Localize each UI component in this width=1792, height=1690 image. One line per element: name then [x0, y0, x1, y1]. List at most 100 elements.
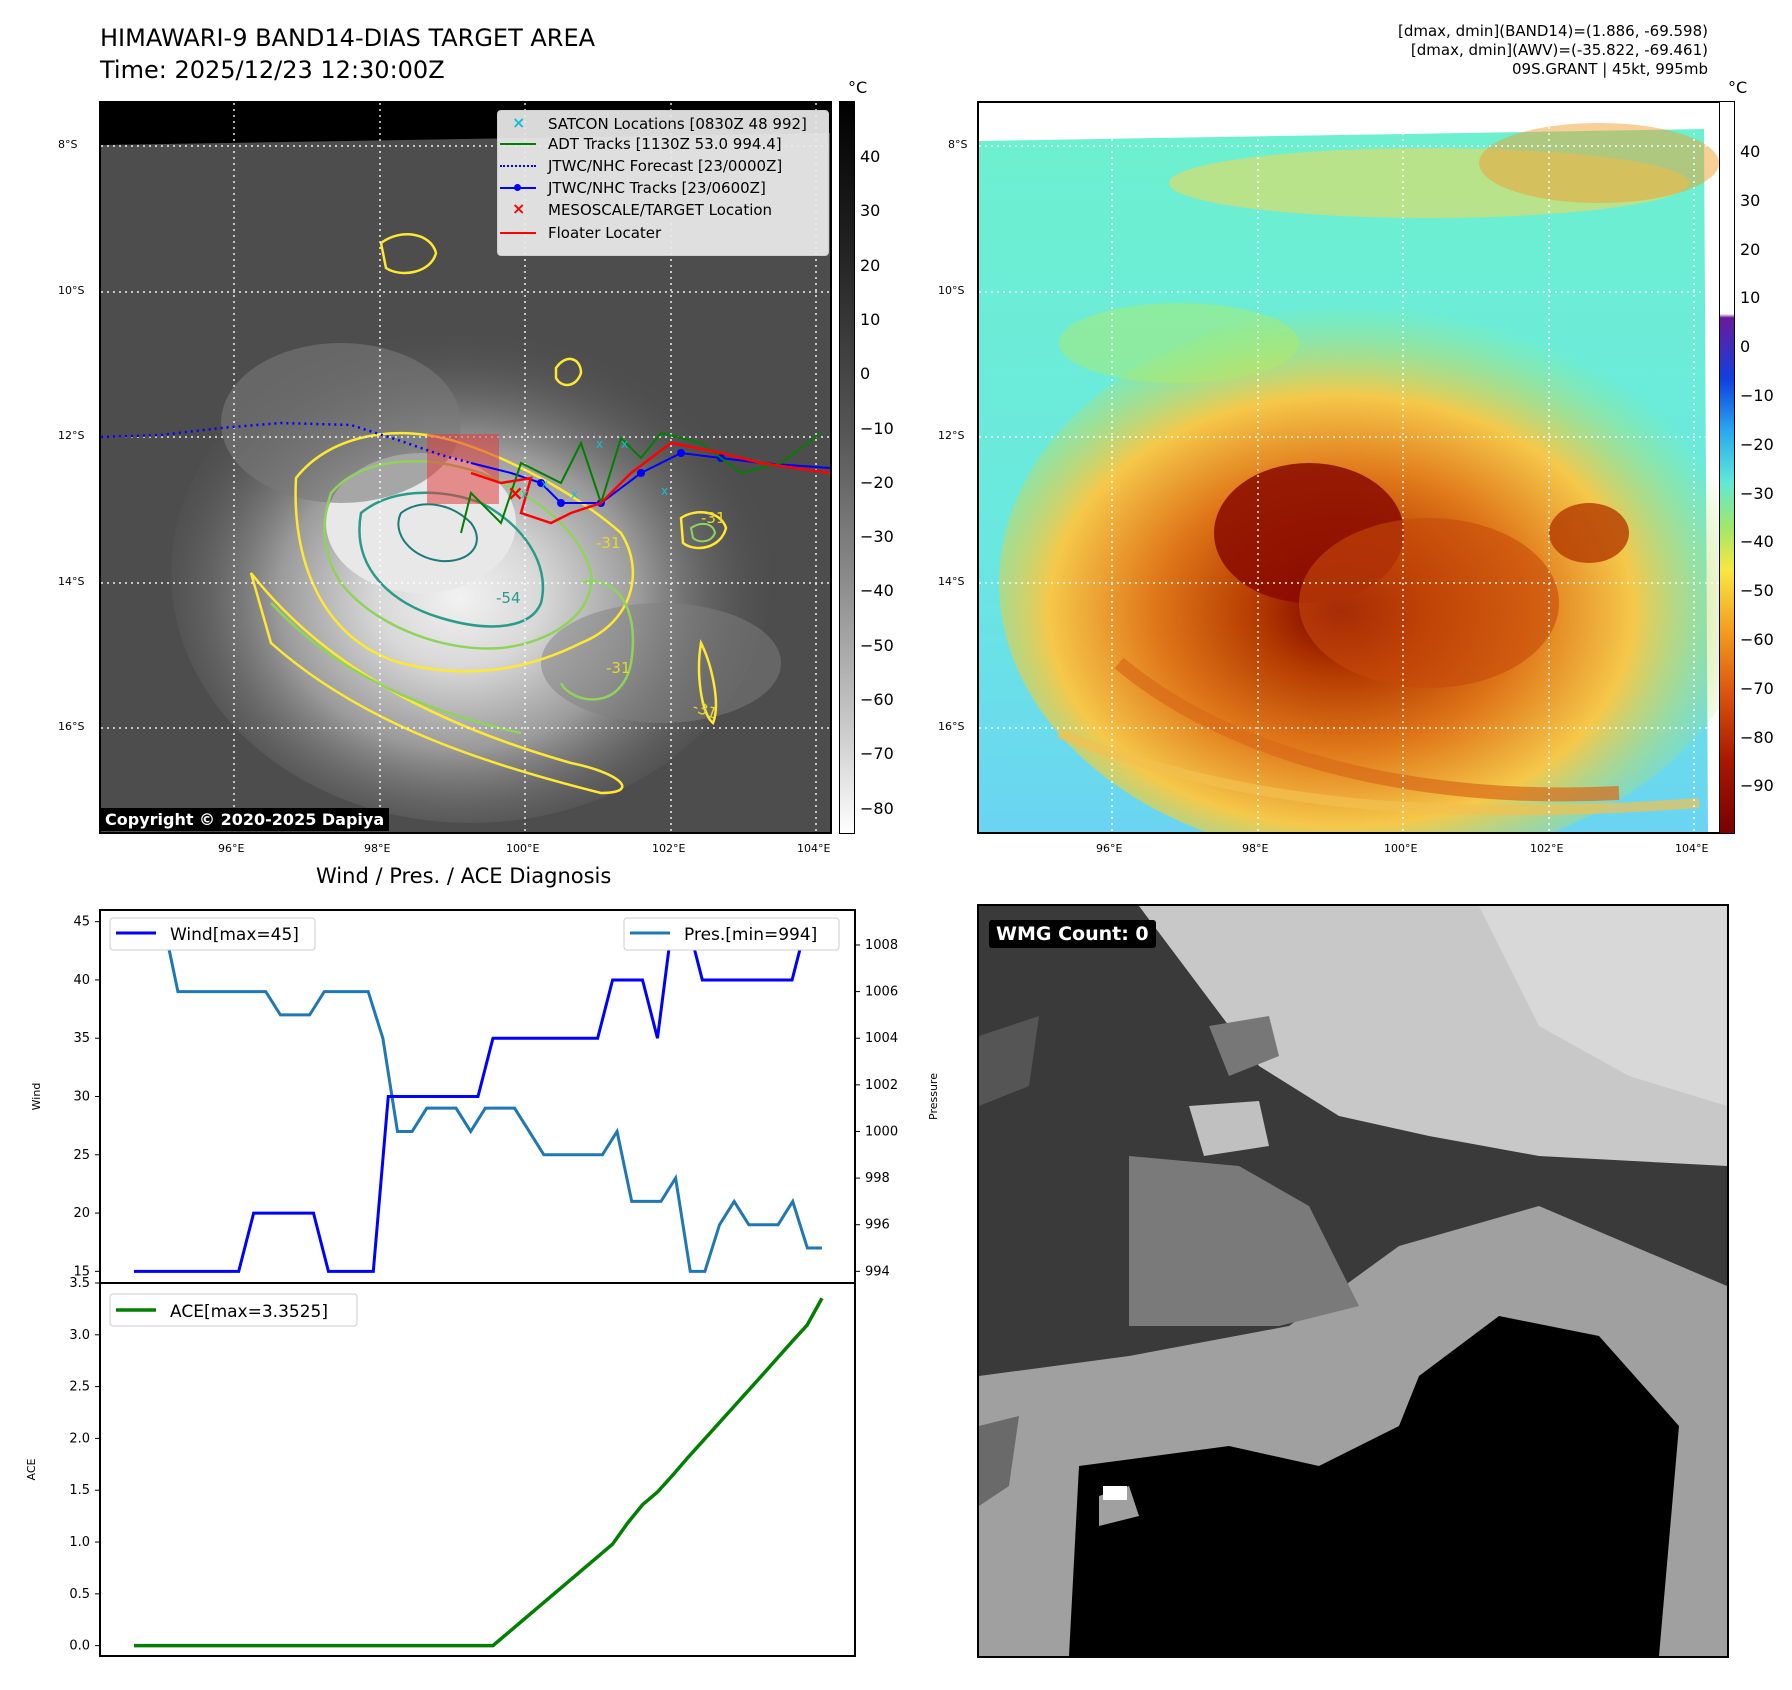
- lat-label: 12°S: [58, 429, 85, 442]
- colorbar-tick: −30: [860, 527, 894, 547]
- ace-tick-label: 3.0: [69, 1328, 90, 1343]
- legend-adt: ADT Tracks [1130Z 53.0 994.4]: [548, 135, 782, 153]
- forecast-legend-icon: [500, 165, 536, 167]
- ace-tick-label: 1.5: [69, 1483, 90, 1498]
- colorbar-tick: −50: [1740, 581, 1774, 601]
- wind-tick-label: 15: [73, 1264, 90, 1279]
- colorbar-tick: 10: [860, 309, 881, 329]
- figure-time: Time: 2025/12/23 12:30:00Z: [100, 56, 445, 84]
- colorbar-tick: −20: [1740, 434, 1774, 454]
- pressure-tick-label: 1002: [865, 1078, 898, 1093]
- colorbar-tick: −80: [860, 798, 894, 818]
- awv-map: [977, 101, 1734, 834]
- contour-label: -31: [701, 509, 726, 527]
- storm-info: [dmax, dmin](BAND14)=(1.886, -69.598) [d…: [1398, 22, 1708, 79]
- colorbar-tick: −40: [860, 581, 894, 601]
- ace-legend-box: [109, 1293, 358, 1327]
- lat-label: 10°S: [58, 284, 85, 297]
- pressure-tick-label: 1006: [865, 985, 898, 1000]
- colorbar-tick: 0: [860, 364, 871, 384]
- svg-text:x: x: [596, 437, 603, 451]
- ace-series-line: [134, 1297, 824, 1648]
- svg-text:×: ×: [507, 481, 524, 505]
- adt-legend-icon: [500, 143, 536, 145]
- target-legend-icon: ×: [512, 199, 526, 218]
- colorbar-tick: 10: [1740, 288, 1761, 308]
- wind-legend-label: Wind[max=45]: [170, 925, 299, 945]
- band14-range: [dmax, dmin](BAND14)=(1.886, -69.598): [1397, 22, 1708, 40]
- lat-label: 16°S: [938, 720, 965, 733]
- colorbar-tick: 40: [1740, 142, 1761, 161]
- lon-label: 100°E: [506, 842, 540, 855]
- lat-label: 10°S: [938, 284, 965, 297]
- legend-floater: Floater Locater: [548, 224, 662, 242]
- wind-tick-label: 40: [73, 973, 90, 988]
- pressure-tick-label: 1008: [865, 938, 898, 953]
- svg-text:x: x: [571, 487, 578, 501]
- floater-legend-icon: [500, 232, 536, 234]
- contour-label: -31: [596, 534, 621, 552]
- lon-label: 96°E: [1096, 842, 1123, 855]
- legend-jtwc: JTWC/NHC Tracks [23/0600Z]: [548, 179, 766, 197]
- contour-label: -54: [496, 589, 521, 607]
- wind-legend-box: [109, 917, 316, 951]
- ace-tick-label: 0.0: [69, 1639, 90, 1654]
- awv-colorbar: [1719, 101, 1735, 834]
- storm-summary: 09S.GRANT | 45kt, 995mb: [1511, 60, 1708, 78]
- colorbar-tick: −20: [860, 472, 894, 492]
- pressure-axis-label: Pressure: [927, 1073, 940, 1120]
- ace-tick-label: 2.5: [69, 1380, 90, 1395]
- ace-tick-label: 3.5: [69, 1276, 90, 1291]
- lon-label: 98°E: [364, 842, 391, 855]
- lon-label: 102°E: [1530, 842, 1564, 855]
- colorbar-tick: −10: [860, 418, 894, 438]
- wind-tick-label: 25: [73, 1148, 90, 1163]
- lon-label: 104°E: [797, 842, 831, 855]
- colorbar-tick: −50: [860, 635, 894, 655]
- wind-series-line: [134, 920, 822, 1273]
- lon-label: 96°E: [218, 842, 245, 855]
- legend-forecast: JTWC/NHC Forecast [23/0000Z]: [548, 157, 783, 175]
- colorbar-tick: −40: [1740, 532, 1774, 552]
- lat-label: 8°S: [948, 138, 968, 151]
- lat-label: 8°S: [58, 138, 78, 151]
- map-legend: × SATCON Locations [0830Z 48 992] ADT Tr…: [497, 110, 829, 256]
- lat-label: 14°S: [938, 575, 965, 588]
- pressure-legend-label: Pres.[min=994]: [684, 925, 817, 945]
- pressure-tick-label: 994: [865, 1264, 890, 1279]
- pressure-legend-box: [623, 917, 840, 951]
- colorbar-tick: −60: [1740, 630, 1774, 649]
- colorbar-tick: 0: [1740, 337, 1751, 357]
- wind-tick-label: 20: [73, 1206, 90, 1221]
- diagnosis-chart: 15 20 25 30 35 40 45 994 996 998 1000 1002 1004 1006 1…: [25, 909, 940, 1657]
- copyright-badge: Copyright © 2020-2025 Dapiya: [100, 808, 390, 831]
- jtwc-legend-dot-icon: [514, 184, 521, 191]
- contour-label: -31: [606, 659, 631, 677]
- figure-title: HIMAWARI-9 BAND14-DIAS TARGET AREA: [100, 24, 596, 52]
- lon-label: 98°E: [1242, 842, 1269, 855]
- colorbar-tick: −60: [860, 690, 894, 709]
- svg-text:x: x: [521, 487, 528, 501]
- ace-plot-frame: [99, 1282, 856, 1657]
- colorbar-tick: −90: [1740, 776, 1774, 796]
- awv-map-image: [979, 103, 1732, 832]
- pressure-tick-label: 996: [865, 1218, 890, 1233]
- ace-tick-label: 0.5: [69, 1587, 90, 1602]
- pressure-tick-label: 1000: [865, 1124, 898, 1139]
- colorbar-tick: −70: [1740, 678, 1774, 698]
- svg-text:x: x: [621, 437, 628, 451]
- lon-label: 100°E: [1384, 842, 1418, 855]
- colorbar-tick: −80: [1740, 727, 1774, 747]
- wind-axis-label: Wind: [30, 1083, 43, 1111]
- colorbar-unit: °C: [1728, 78, 1748, 97]
- ace-axis-label: ACE: [25, 1458, 38, 1480]
- band14-colorbar: [839, 101, 855, 834]
- colorbar-tick: 20: [1740, 239, 1761, 259]
- colorbar-tick: 30: [1740, 190, 1761, 210]
- legend-satcon: SATCON Locations [0830Z 48 992]: [548, 115, 807, 133]
- colorbar-tick: 30: [860, 201, 881, 221]
- legend-target: MESOSCALE/TARGET Location: [548, 201, 773, 219]
- colorbar-tick: −70: [860, 744, 894, 764]
- wmg-image: [979, 906, 1727, 1656]
